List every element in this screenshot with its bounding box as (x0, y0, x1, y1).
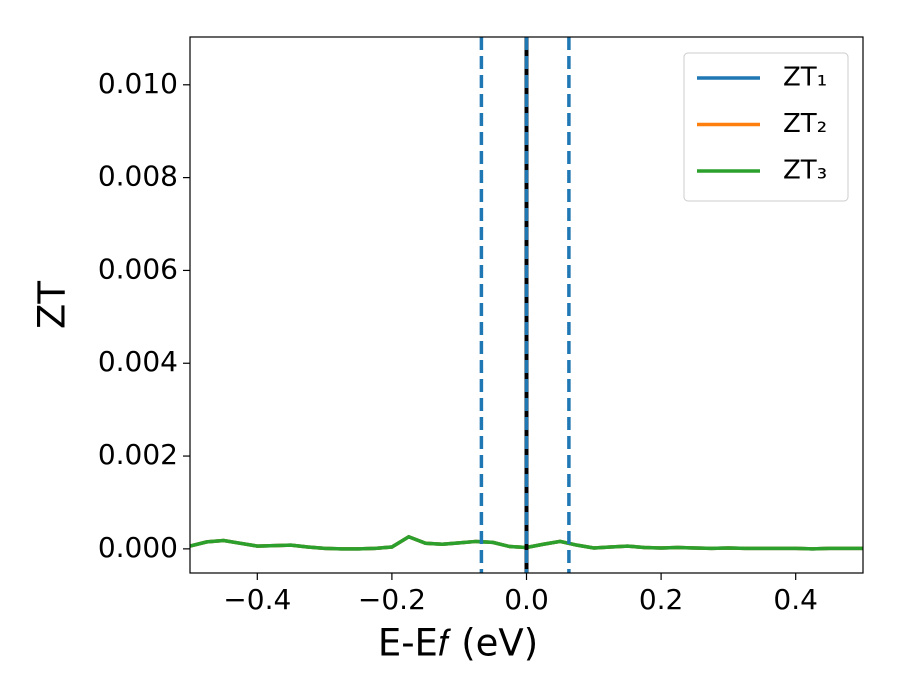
legend-label: ZT₂ (783, 109, 827, 139)
y-tick-label: 0.002 (98, 438, 178, 471)
legend-label: ZT₃ (783, 156, 827, 186)
x-tick-label: 0.2 (639, 583, 684, 616)
y-tick-label: 0.006 (98, 252, 178, 285)
x-tick-label: 0.0 (504, 583, 549, 616)
legend-box (683, 52, 849, 202)
x-tick-label: 0.4 (773, 583, 818, 616)
y-tick-label: 0.008 (98, 160, 178, 193)
y-tick-label: 0.000 (98, 531, 178, 564)
x-tick-label: −0.4 (223, 583, 291, 616)
x-axis-label: E-E𝑓 (eV) (378, 622, 538, 665)
y-tick-label: 0.004 (98, 345, 178, 378)
y-axis-label: ZT (31, 281, 74, 329)
plot-frame (189, 36, 864, 574)
legend-label: ZT₁ (783, 63, 827, 93)
y-tick-label: 0.010 (98, 67, 178, 100)
x-tick-label: −0.2 (358, 583, 426, 616)
